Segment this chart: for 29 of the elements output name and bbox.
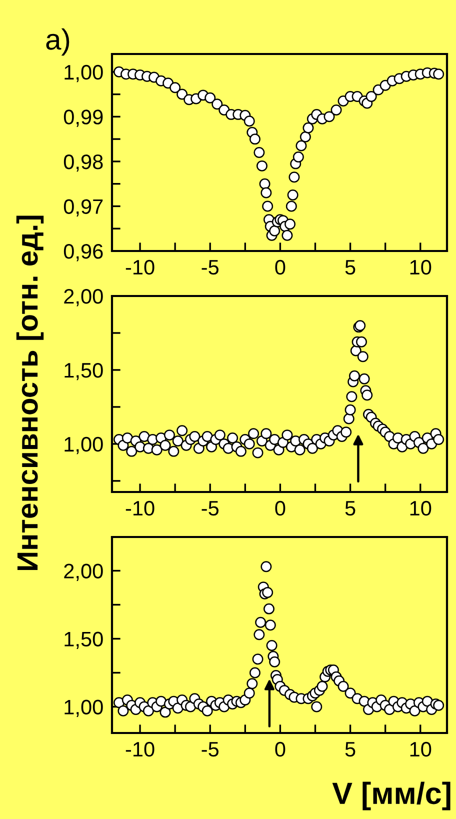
y-tick-label: 1,50 xyxy=(64,632,103,649)
x-tick-label: 5 xyxy=(345,501,356,516)
x-tick-label: -5 xyxy=(202,260,219,275)
x-tick-label: 5 xyxy=(345,260,356,275)
x-tick-label: 0 xyxy=(275,260,286,275)
y-axis-title: Интенсивность [отн. ед.] xyxy=(16,216,44,570)
x-tick-label: -5 xyxy=(202,742,219,757)
x-tick-label: 0 xyxy=(275,742,286,757)
x-axis-title: V [мм/с] xyxy=(332,782,450,810)
x-tick-label: -10 xyxy=(126,500,154,516)
y-tick-label: 0,98 xyxy=(64,154,103,172)
x-tick-label: -10 xyxy=(126,742,154,757)
x-tick-label: 10 xyxy=(410,742,432,757)
y-tick-label: 2,00 xyxy=(64,564,103,581)
y-tick-label: 1,00 xyxy=(64,64,103,82)
x-tick-label: 10 xyxy=(410,260,432,275)
x-tick-label: 0 xyxy=(275,500,286,516)
text: a) xyxy=(46,28,70,56)
y-tick-label: 1,00 xyxy=(64,436,103,454)
x-tick-label: 5 xyxy=(345,742,356,757)
y-tick-label: 1,50 xyxy=(64,362,103,380)
y-tick-label: 1,00 xyxy=(64,700,103,717)
y-tick-label: 0,97 xyxy=(64,199,103,216)
x-tick-label: -5 xyxy=(202,501,219,516)
y-tick-label: 0,99 xyxy=(64,110,103,127)
y-tick-label: 2,00 xyxy=(64,289,103,306)
x-tick-label: -10 xyxy=(126,260,154,275)
x-tick-label: 10 xyxy=(410,500,432,516)
y-tick-label: 0,96 xyxy=(64,244,103,262)
